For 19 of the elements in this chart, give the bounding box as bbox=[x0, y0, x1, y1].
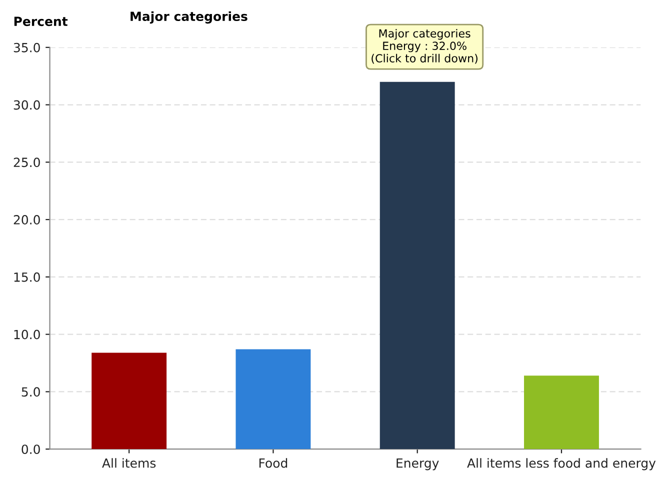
bar bbox=[380, 82, 455, 450]
chart-title: Major categories bbox=[130, 11, 248, 24]
bar bbox=[92, 352, 167, 450]
x-tick-label: Food bbox=[259, 458, 288, 468]
y-tick-label: 5.0 bbox=[22, 387, 40, 397]
y-tick-label: 10.0 bbox=[14, 330, 40, 340]
x-tick-label: All items bbox=[102, 458, 156, 468]
y-tick-label: 35.0 bbox=[14, 42, 40, 52]
bar bbox=[236, 349, 311, 450]
annotation: Major categories Energy : 32.0% (Click to drill down) bbox=[372, 28, 478, 64]
x-tick-label: All items less food and energy bbox=[467, 458, 656, 470]
y-tick-label: 15.0 bbox=[14, 272, 40, 282]
y-tick-label: 25.0 bbox=[14, 158, 40, 168]
x-tick-label: Energy bbox=[396, 458, 439, 470]
y-axis-title: Percent bbox=[14, 16, 68, 26]
y-tick-label: 0.0 bbox=[22, 444, 40, 454]
y-tick-label: 20.0 bbox=[14, 215, 40, 224]
y-tick-label: 30.0 bbox=[14, 100, 40, 110]
bar bbox=[524, 376, 599, 450]
